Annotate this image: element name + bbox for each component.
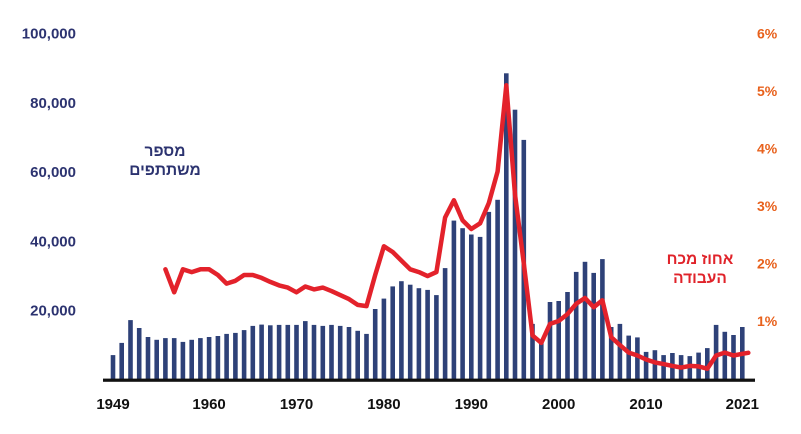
x-tick-1980: 1980 bbox=[367, 396, 400, 413]
bar-1989 bbox=[460, 228, 465, 380]
bar-1998 bbox=[539, 342, 544, 380]
y-right-tick-4: 4% bbox=[757, 141, 778, 157]
bar-1994 bbox=[504, 73, 509, 381]
bar-2010 bbox=[643, 351, 649, 380]
bar-1964 bbox=[241, 330, 247, 380]
bar-1986 bbox=[434, 295, 439, 380]
bar-2008 bbox=[626, 335, 631, 380]
y-left-tick-40000: 40,000 bbox=[30, 233, 76, 250]
bar-2001 bbox=[565, 292, 570, 380]
bar-series-label: מספר משתתפים bbox=[115, 142, 215, 180]
bar-1969 bbox=[285, 324, 291, 380]
y-right-tick-6: 6% bbox=[757, 26, 778, 42]
bar-1972 bbox=[311, 324, 317, 380]
bar-1997 bbox=[530, 323, 535, 380]
bar-1976 bbox=[346, 327, 352, 380]
bar-1956 bbox=[171, 338, 177, 380]
bar-1971 bbox=[303, 321, 308, 380]
y-right-tick-1: 1% bbox=[757, 313, 778, 329]
bar-1983 bbox=[407, 284, 413, 380]
bar-1950 bbox=[119, 342, 124, 380]
bar-1955 bbox=[163, 338, 168, 380]
bar-1992 bbox=[486, 211, 492, 380]
bar-1968 bbox=[276, 324, 282, 380]
bar-2011 bbox=[652, 350, 658, 380]
bar-1980 bbox=[381, 298, 387, 380]
line-series-label-line1: אחוז מכח bbox=[666, 251, 734, 268]
bar-1999 bbox=[547, 302, 553, 380]
bar-1962 bbox=[224, 333, 229, 380]
bar-2004 bbox=[591, 272, 596, 380]
percent-of-labor-force-line bbox=[163, 83, 751, 371]
bar-1979 bbox=[372, 309, 378, 380]
bar-1984 bbox=[416, 288, 422, 380]
x-tick-1960: 1960 bbox=[192, 396, 225, 413]
bar-1990 bbox=[469, 234, 474, 380]
bar-1995 bbox=[512, 109, 518, 380]
x-tick-2010: 2010 bbox=[629, 396, 662, 413]
bar-1981 bbox=[390, 286, 395, 380]
bar-1961 bbox=[215, 336, 221, 380]
bar-1973 bbox=[320, 325, 326, 380]
bar-1978 bbox=[364, 333, 369, 380]
bar-1977 bbox=[355, 330, 360, 380]
y-right-tick-3: 3% bbox=[757, 198, 778, 214]
y-left-tick-80000: 80,000 bbox=[30, 95, 76, 112]
y-right-tick-5: 5% bbox=[757, 83, 778, 99]
bar-2003 bbox=[582, 261, 588, 380]
x-tick-1949: 1949 bbox=[96, 396, 129, 413]
bar-1993 bbox=[495, 199, 500, 380]
bar-2019 bbox=[722, 331, 728, 380]
y-left-tick-60000: 60,000 bbox=[30, 164, 76, 181]
bar-2009 bbox=[635, 337, 640, 380]
bar-1974 bbox=[329, 324, 334, 380]
bar-2018 bbox=[713, 324, 719, 380]
bar-2005 bbox=[600, 259, 605, 380]
bar-2000 bbox=[556, 301, 561, 380]
y-left-tick-100000: 100,000 bbox=[22, 26, 76, 43]
bar-1975 bbox=[337, 325, 343, 380]
bar-2007 bbox=[617, 323, 623, 380]
x-tick-1990: 1990 bbox=[455, 396, 488, 413]
y-left-tick-20000: 20,000 bbox=[30, 303, 76, 320]
bar-1982 bbox=[399, 281, 404, 380]
bar-1987 bbox=[442, 268, 448, 380]
bar-1965 bbox=[250, 325, 256, 380]
bar-1951 bbox=[128, 320, 133, 380]
bar-2017 bbox=[705, 348, 710, 380]
bar-1958 bbox=[189, 339, 194, 380]
bar-2002 bbox=[573, 271, 579, 380]
bar-1953 bbox=[145, 337, 151, 380]
bar-series-label-line2: משתתפים bbox=[129, 162, 201, 179]
bar-1991 bbox=[477, 236, 483, 380]
x-tick-2000: 2000 bbox=[542, 396, 575, 413]
bar-series-label-line1: מספר bbox=[144, 143, 186, 160]
bar-1966 bbox=[259, 324, 264, 380]
line-series-label-line2: העבודה bbox=[673, 270, 727, 287]
bar-1988 bbox=[451, 220, 457, 380]
bar-1963 bbox=[233, 332, 238, 380]
bar-1970 bbox=[294, 324, 299, 380]
bar-1949 bbox=[110, 355, 116, 380]
bar-1960 bbox=[206, 337, 212, 380]
x-axis-line bbox=[103, 378, 755, 382]
bar-1967 bbox=[268, 325, 273, 380]
bar-1957 bbox=[180, 341, 186, 380]
x-tick-1970: 1970 bbox=[280, 396, 313, 413]
bar-1959 bbox=[198, 338, 203, 380]
bar-1985 bbox=[425, 289, 430, 380]
bar-2012 bbox=[661, 355, 666, 380]
bar-2006 bbox=[608, 327, 614, 380]
bar-1954 bbox=[154, 339, 159, 380]
bar-1952 bbox=[136, 328, 142, 380]
x-tick-2021: 2021 bbox=[726, 396, 759, 413]
y-right-tick-2: 2% bbox=[757, 256, 778, 272]
line-series-label: אחוז מכח העבודה bbox=[648, 250, 752, 288]
